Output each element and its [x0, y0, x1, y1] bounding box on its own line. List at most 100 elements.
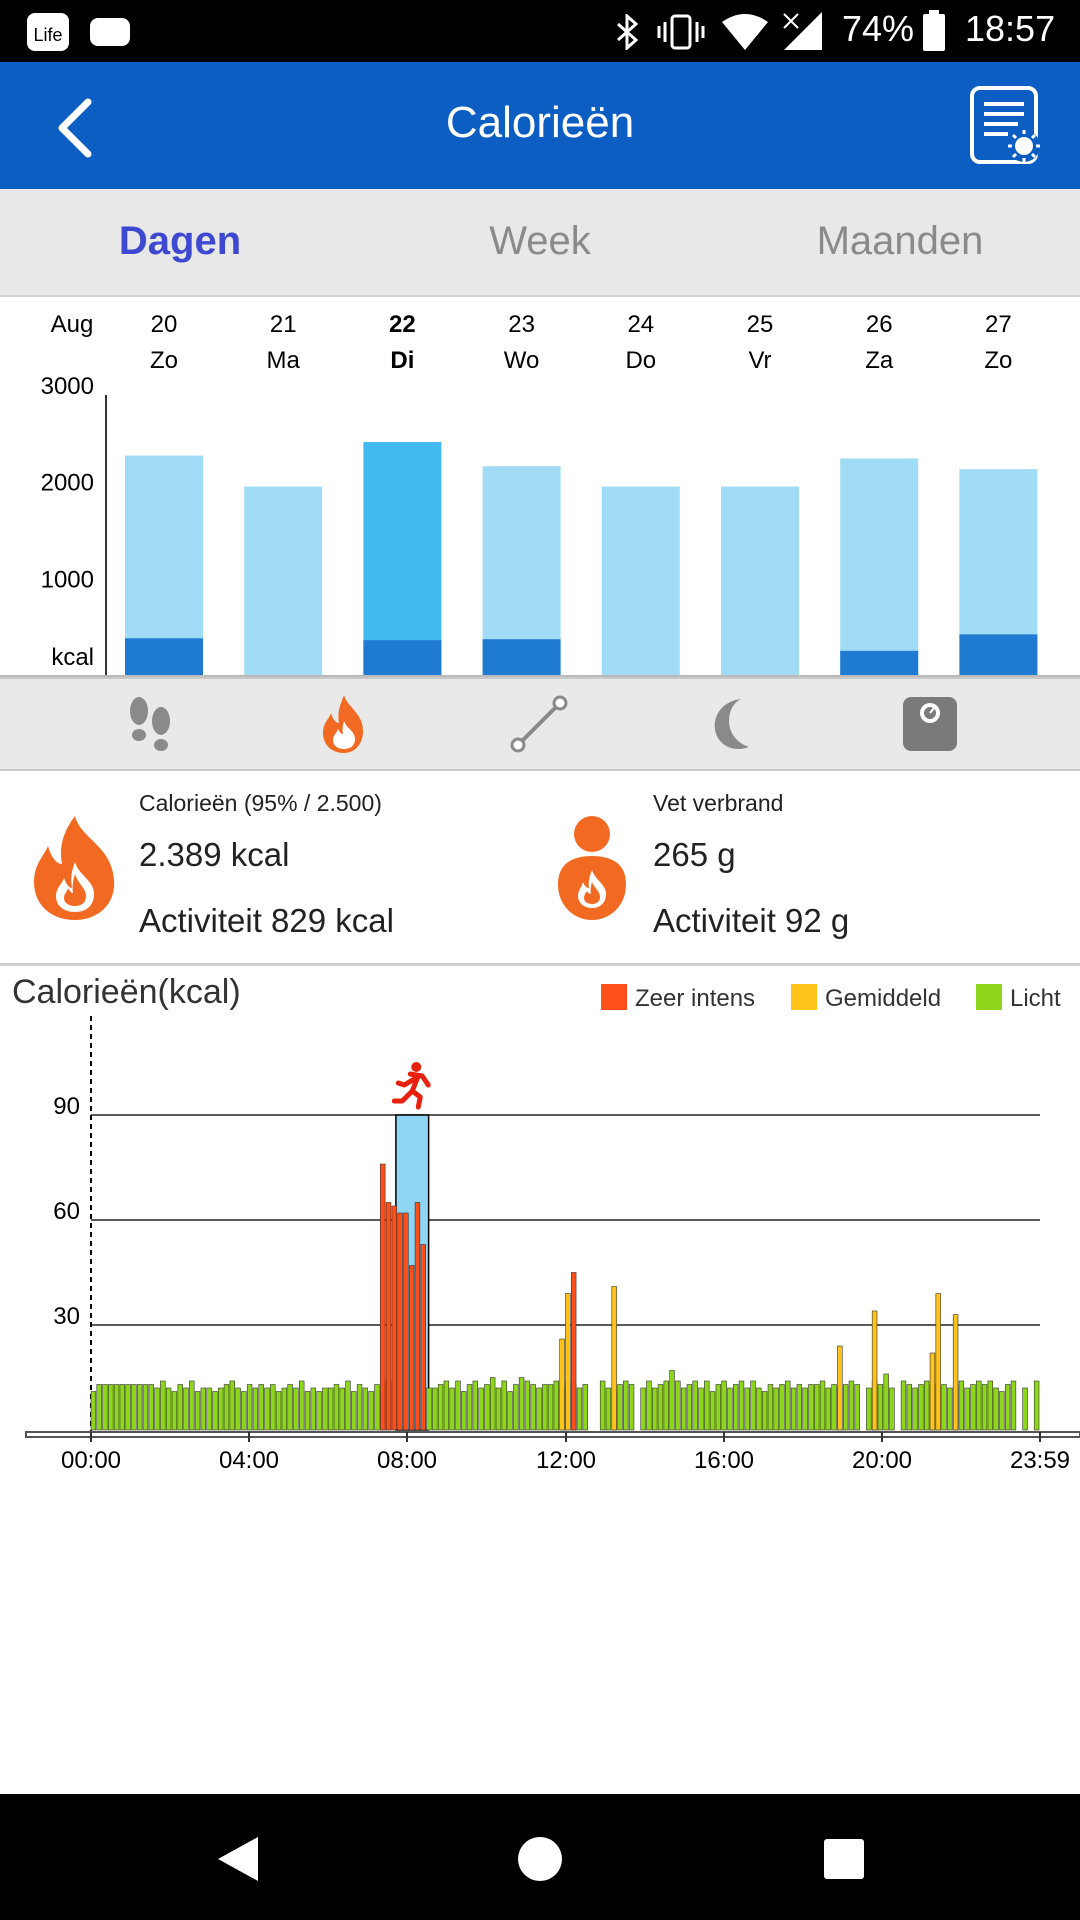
light-activity-bar[interactable]	[484, 1384, 490, 1431]
day-weekday-label[interactable]: Wo	[504, 347, 540, 374]
day-total-bar[interactable]	[363, 442, 442, 675]
light-activity-bar[interactable]	[281, 1387, 288, 1431]
scale-icon[interactable]	[897, 691, 963, 757]
light-activity-bar[interactable]	[362, 1387, 369, 1431]
light-activity-bar[interactable]	[177, 1384, 183, 1431]
light-activity-bar[interactable]	[923, 1380, 930, 1431]
light-activity-bar[interactable]	[767, 1384, 774, 1431]
light-activity-bar[interactable]	[796, 1384, 803, 1431]
light-activity-bar[interactable]	[489, 1377, 496, 1431]
light-activity-bar[interactable]	[449, 1387, 455, 1431]
light-activity-bar[interactable]	[628, 1384, 635, 1431]
light-activity-bar[interactable]	[183, 1387, 189, 1431]
light-activity-bar[interactable]	[461, 1391, 467, 1431]
intense-activity-bar[interactable]	[397, 1212, 403, 1431]
medium-activity-bar[interactable]	[935, 1293, 941, 1431]
flame-icon[interactable]	[311, 691, 377, 757]
day-weekday-label[interactable]: Di	[390, 347, 414, 374]
day-total-bar[interactable]	[840, 458, 919, 675]
light-activity-bar[interactable]	[356, 1384, 363, 1431]
light-activity-bar[interactable]	[96, 1384, 102, 1431]
light-activity-bar[interactable]	[287, 1384, 293, 1431]
light-activity-bar[interactable]	[744, 1387, 750, 1431]
light-activity-bar[interactable]	[779, 1384, 785, 1431]
light-activity-bar[interactable]	[912, 1387, 918, 1431]
day-weekday-label[interactable]: Zo	[150, 347, 178, 374]
light-activity-bar[interactable]	[987, 1380, 994, 1431]
light-activity-bar[interactable]	[194, 1391, 201, 1431]
light-activity-bar[interactable]	[466, 1384, 473, 1431]
medium-activity-bar[interactable]	[565, 1293, 571, 1431]
weekly-calories-chart[interactable]: Aug 20 Zo 21 Ma 22 Di 23 Wo 24 Do 25 Vr 26 Za 27 Zo 300…	[0, 297, 1080, 677]
light-activity-bar[interactable]	[258, 1384, 264, 1431]
day-date-label[interactable]: 20	[151, 311, 178, 338]
light-activity-bar[interactable]	[426, 1387, 432, 1431]
intense-activity-bar[interactable]	[420, 1244, 426, 1431]
light-activity-bar[interactable]	[947, 1387, 953, 1431]
light-activity-bar[interactable]	[866, 1387, 872, 1431]
light-activity-bar[interactable]	[582, 1384, 588, 1431]
intense-activity-bar[interactable]	[380, 1163, 386, 1431]
light-activity-bar[interactable]	[964, 1387, 970, 1431]
light-activity-bar[interactable]	[374, 1384, 380, 1431]
light-activity-bar[interactable]	[212, 1391, 218, 1431]
day-activity-bar[interactable]	[840, 650, 919, 675]
light-activity-bar[interactable]	[889, 1387, 895, 1431]
light-activity-bar[interactable]	[738, 1380, 745, 1431]
light-activity-bar[interactable]	[235, 1387, 241, 1431]
light-activity-bar[interactable]	[322, 1387, 328, 1431]
light-activity-bar[interactable]	[877, 1384, 884, 1431]
light-activity-bar[interactable]	[651, 1387, 658, 1431]
day-weekday-label[interactable]: Ma	[267, 347, 301, 374]
light-activity-bar[interactable]	[790, 1387, 797, 1431]
light-activity-bar[interactable]	[142, 1384, 149, 1431]
tab-months[interactable]: Maanden	[816, 219, 984, 263]
nav-back-button[interactable]	[200, 1819, 280, 1899]
light-activity-bar[interactable]	[536, 1387, 542, 1431]
intense-activity-bar[interactable]	[408, 1265, 415, 1431]
light-activity-bar[interactable]	[761, 1391, 768, 1431]
day-date-label[interactable]: 27	[985, 311, 1012, 338]
daily-calories-chart[interactable]: Calorieën(kcal) Zeer intens Gemiddeld Lich…	[0, 966, 1080, 1486]
light-activity-bar[interactable]	[246, 1384, 253, 1431]
day-date-label[interactable]: 21	[270, 311, 297, 338]
light-activity-bar[interactable]	[478, 1387, 484, 1431]
light-activity-bar[interactable]	[171, 1391, 178, 1431]
nav-home-button[interactable]	[500, 1819, 580, 1899]
light-activity-bar[interactable]	[900, 1380, 907, 1431]
light-activity-bar[interactable]	[970, 1384, 976, 1431]
running-icon[interactable]	[391, 1062, 431, 1110]
light-activity-bar[interactable]	[327, 1387, 334, 1431]
light-activity-bar[interactable]	[119, 1384, 126, 1431]
light-activity-bar[interactable]	[976, 1380, 982, 1431]
day-weekday-label[interactable]: Za	[865, 347, 894, 374]
medium-activity-bar[interactable]	[611, 1286, 617, 1431]
light-activity-bar[interactable]	[663, 1380, 669, 1431]
light-activity-bar[interactable]	[154, 1387, 160, 1431]
day-activity-bar[interactable]	[363, 640, 442, 675]
light-activity-bar[interactable]	[113, 1384, 120, 1431]
light-activity-bar[interactable]	[513, 1384, 519, 1431]
day-total-bar[interactable]	[721, 486, 799, 676]
light-activity-bar[interactable]	[518, 1377, 525, 1431]
light-activity-bar[interactable]	[530, 1384, 536, 1431]
light-activity-bar[interactable]	[883, 1373, 889, 1431]
back-button[interactable]	[40, 88, 120, 168]
light-activity-bar[interactable]	[698, 1387, 704, 1431]
light-activity-bar[interactable]	[241, 1391, 247, 1431]
medium-activity-bar[interactable]	[929, 1352, 936, 1431]
light-activity-bar[interactable]	[692, 1380, 698, 1431]
light-activity-bar[interactable]	[345, 1380, 351, 1431]
light-activity-bar[interactable]	[617, 1384, 623, 1431]
light-activity-bar[interactable]	[148, 1384, 154, 1431]
light-activity-bar[interactable]	[640, 1387, 646, 1431]
light-activity-bar[interactable]	[709, 1391, 716, 1431]
light-activity-bar[interactable]	[293, 1387, 299, 1431]
light-activity-bar[interactable]	[351, 1391, 357, 1431]
light-activity-bar[interactable]	[553, 1380, 560, 1431]
light-activity-bar[interactable]	[299, 1380, 305, 1431]
medium-activity-bar[interactable]	[837, 1345, 843, 1431]
report-settings-button[interactable]	[968, 84, 1044, 168]
light-activity-bar[interactable]	[750, 1380, 756, 1431]
day-date-label[interactable]: 22	[389, 311, 416, 338]
